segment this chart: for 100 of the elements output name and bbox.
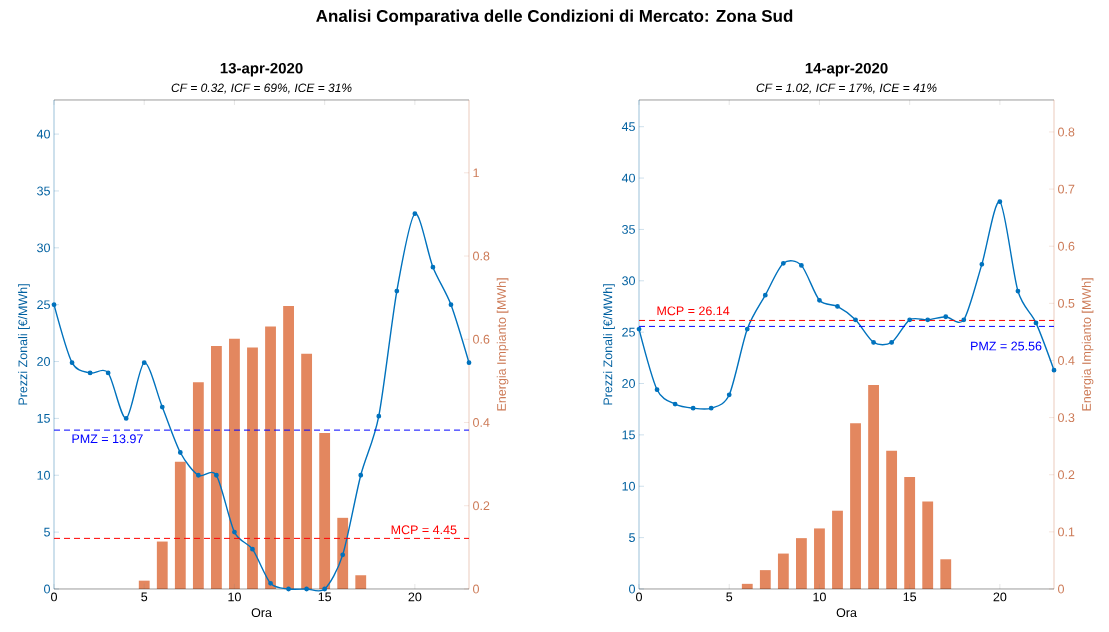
- point: [961, 317, 967, 323]
- bar: [229, 338, 240, 589]
- y-tick-label: 5: [44, 527, 50, 537]
- bar: [904, 477, 916, 589]
- y-tick-label: 40: [621, 173, 636, 183]
- bar: [814, 528, 825, 589]
- bar: [247, 347, 258, 589]
- point: [907, 317, 913, 323]
- y-tick-label: 40: [36, 129, 50, 139]
- point: [51, 302, 57, 308]
- ref-line-label: PMZ = 13.97: [72, 434, 143, 444]
- point: [304, 586, 310, 592]
- ref-line-label: PMZ = 25.56: [971, 341, 1042, 351]
- point: [141, 360, 147, 366]
- point: [358, 472, 364, 478]
- x-tick-label: 20: [993, 592, 1007, 602]
- point: [672, 401, 678, 407]
- point: [340, 552, 346, 558]
- x-tick-label: 5: [141, 592, 148, 602]
- y-tick-label: 10: [622, 481, 636, 491]
- y-tick-label: 35: [37, 186, 50, 196]
- y2-tick-label: 0.3: [1058, 413, 1075, 423]
- point: [376, 413, 382, 419]
- y-axis-title: Prezzi Zonali [€/MWh]: [18, 284, 30, 405]
- bar: [795, 538, 807, 589]
- ref-line-label: MCP = 4.45: [391, 525, 457, 535]
- bar: [265, 326, 276, 589]
- y2-tick-label: 0.7: [1058, 184, 1075, 194]
- x-tick-label: 10: [813, 592, 826, 602]
- point: [105, 370, 111, 376]
- y2-axis-title: Energia Impianto [MWh]: [1081, 278, 1094, 411]
- bar: [355, 575, 367, 589]
- y2-tick-label: 0.8: [473, 251, 490, 261]
- bar: [922, 501, 934, 589]
- point: [412, 211, 418, 217]
- point: [448, 302, 454, 308]
- y2-tick-label: 0.6: [473, 334, 490, 344]
- point: [250, 546, 255, 552]
- bar: [777, 553, 789, 589]
- bar: [192, 382, 204, 589]
- point: [1033, 320, 1039, 326]
- chart-subtitle: CF = 0.32, ICF = 69%, ICE = 31%: [171, 83, 352, 94]
- y2-axis-title: Energia Impianto [MWh]: [496, 278, 509, 411]
- point: [1015, 288, 1021, 294]
- y-tick-label: 45: [621, 122, 635, 132]
- y-tick-label: 25: [37, 300, 50, 310]
- x-tick-label: 20: [408, 592, 422, 602]
- y-tick-label: 25: [622, 327, 635, 337]
- point: [430, 264, 436, 270]
- x-tick-label: 5: [726, 592, 733, 602]
- point: [997, 199, 1003, 205]
- y2-tick-label: 1: [473, 168, 479, 178]
- y-tick-label: 15: [37, 414, 50, 423]
- point: [322, 586, 328, 592]
- point: [159, 404, 165, 410]
- point: [87, 370, 93, 376]
- point: [726, 392, 732, 398]
- x-axis-title: Ora: [836, 608, 857, 618]
- bar: [850, 423, 861, 589]
- y-tick-label: 0: [44, 584, 51, 594]
- point: [925, 317, 931, 323]
- y-tick-label: 30: [622, 276, 636, 286]
- point: [853, 317, 858, 323]
- bar: [940, 559, 952, 589]
- x-tick-label: 15: [318, 592, 332, 602]
- point: [177, 450, 183, 455]
- chart-title: 14-apr-2020: [805, 62, 888, 77]
- x-tick-label: 0: [51, 592, 57, 602]
- point: [69, 360, 75, 366]
- bar: [210, 345, 222, 589]
- point: [762, 292, 768, 298]
- point: [636, 326, 642, 332]
- ref-line-label: MCP = 26.14: [657, 306, 730, 316]
- y2-tick-label: 0.6: [1058, 241, 1075, 251]
- point: [232, 529, 237, 535]
- y2-tick-label: 0.4: [473, 418, 490, 427]
- point: [835, 304, 840, 309]
- chart-title: 13-apr-2020: [220, 62, 303, 77]
- point: [214, 472, 219, 478]
- x-axis-title: Ora: [251, 608, 272, 618]
- chart-subtitle: CF = 1.02, ICF = 17%, ICE = 41%: [756, 83, 937, 94]
- y2-tick-label: 0.2: [1058, 470, 1075, 480]
- point: [744, 326, 750, 332]
- point: [690, 405, 696, 411]
- point: [889, 340, 895, 345]
- point: [871, 340, 876, 345]
- x-tick-label: 15: [903, 592, 917, 602]
- bar: [301, 353, 313, 589]
- x-tick-label: 10: [228, 592, 241, 602]
- point: [799, 262, 804, 268]
- y2-tick-label: 0: [1058, 584, 1064, 594]
- bar: [832, 510, 843, 589]
- point: [394, 288, 400, 294]
- point: [286, 586, 291, 592]
- point: [268, 580, 273, 586]
- y-tick-label: 30: [37, 243, 50, 253]
- y-tick-label: 15: [622, 430, 635, 440]
- y2-tick-label: 0.2: [473, 501, 490, 511]
- point: [817, 297, 822, 303]
- bar: [156, 541, 168, 589]
